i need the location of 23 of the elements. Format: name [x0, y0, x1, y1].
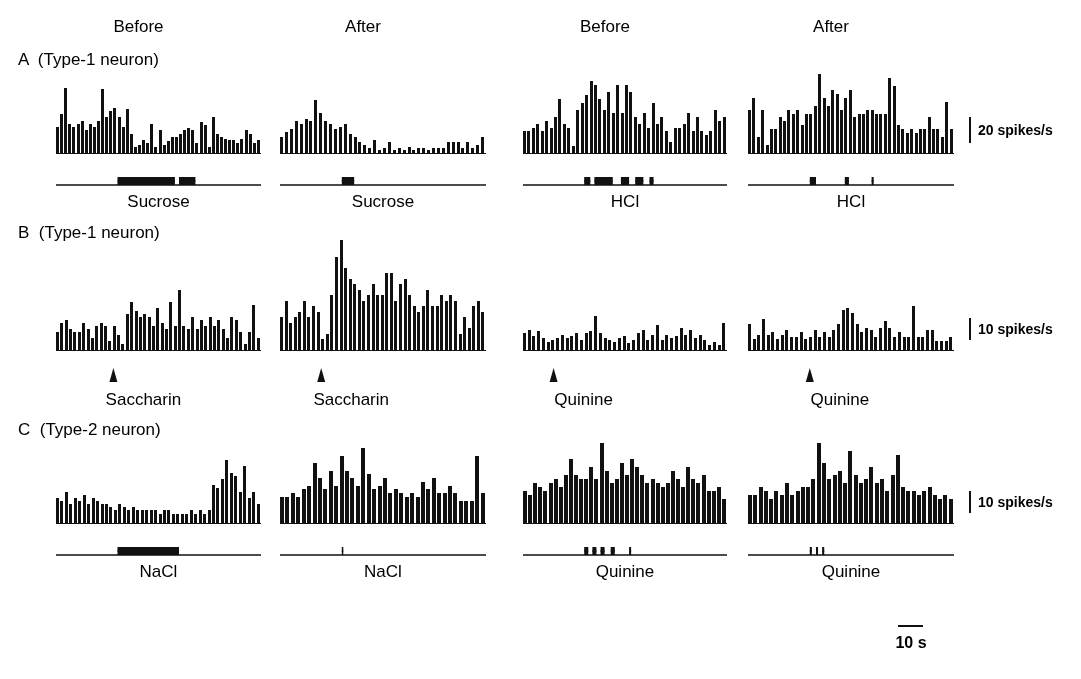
x-axis-title: NaCl: [364, 562, 402, 581]
x-axis-title: Saccharin: [105, 390, 182, 409]
chart-title: After: [813, 17, 850, 36]
text: 10 spikes/s: [978, 494, 1053, 510]
chart-subtitle: C (Type-2 neuron): [18, 420, 161, 439]
x-axis-title: Quinine: [554, 390, 613, 409]
x-axis-title: Saccharin: [313, 390, 389, 409]
x-axis-title: HCl: [610, 192, 640, 211]
x-axis-title: Quinine: [821, 562, 881, 581]
chart-subtitle: B (Type-1 neuron): [18, 223, 160, 242]
x-axis-title: NaCl: [139, 562, 178, 581]
chart-subtitle: A (Type-1 neuron): [18, 50, 159, 69]
chart-title: After: [345, 17, 382, 36]
x-axis-title: HCl: [836, 192, 866, 211]
chart-title: Before: [579, 17, 631, 36]
x-axis-title: Quinine: [595, 562, 655, 581]
x-axis-title: Sucrose: [127, 192, 190, 211]
text: 20 spikes/s: [978, 122, 1053, 138]
text: 10 spikes/s: [978, 321, 1053, 337]
chart-title: Before: [113, 17, 164, 36]
x-axis-title: Sucrose: [351, 192, 415, 211]
text: 10 s: [895, 634, 927, 651]
x-axis-title: Quinine: [810, 390, 870, 409]
